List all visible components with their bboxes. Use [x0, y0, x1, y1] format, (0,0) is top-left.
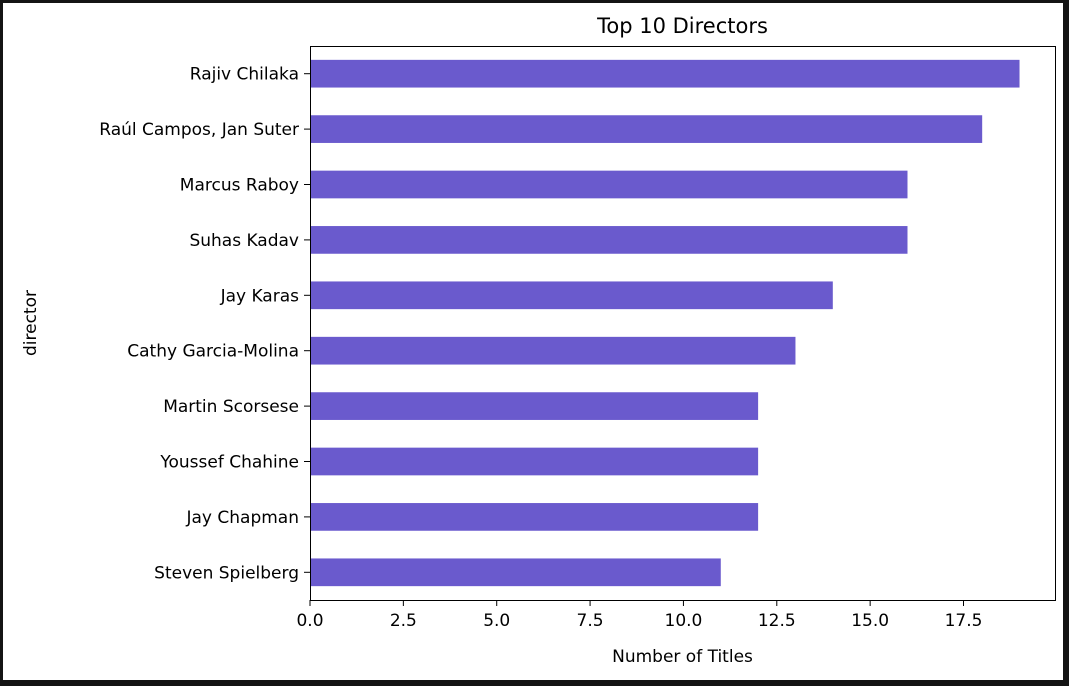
y-tick-label: Suhas Kadav — [189, 231, 299, 251]
bar — [310, 59, 1020, 88]
bar-chart: Rajiv Chilaka Raúl Campos, Jan Suter Marcu… — [21, 14, 1056, 667]
bar — [310, 170, 908, 199]
bar — [310, 558, 721, 587]
bar — [310, 115, 983, 143]
plot-frame — [310, 46, 1056, 601]
bar — [310, 447, 759, 476]
y-tick-label: Marcus Raboy — [180, 176, 299, 196]
x-axis-label: Number of Titles — [612, 647, 753, 667]
x-tick-label: 10.0 — [665, 611, 703, 631]
y-axis-label: director — [21, 290, 41, 356]
bar — [310, 226, 908, 254]
x-tick-label: 12.5 — [758, 611, 796, 631]
bars-group — [310, 59, 1020, 587]
y-tick-label: Rajiv Chilaka — [190, 65, 299, 85]
chart-figure: Rajiv Chilaka Raúl Campos, Jan Suter Marcu… — [3, 3, 1063, 680]
bar — [310, 392, 759, 420]
y-tick-label: Youssef Chahine — [159, 453, 299, 473]
x-tick-label: 15.0 — [851, 611, 889, 631]
y-ticks: Rajiv Chilaka Raúl Campos, Jan Suter Marcu… — [99, 65, 310, 583]
x-tick-label: 17.5 — [945, 611, 983, 631]
bar — [310, 281, 833, 310]
y-tick-label: Jay Karas — [220, 286, 300, 306]
y-tick-label: Cathy Garcia-Molina — [127, 342, 299, 362]
y-tick-label: Raúl Campos, Jan Suter — [99, 120, 299, 140]
chart-title: Top 10 Directors — [596, 14, 768, 38]
y-tick-label: Jay Chapman — [185, 508, 299, 528]
x-tick-label: 2.5 — [390, 611, 417, 631]
bar — [310, 336, 796, 365]
x-tick-label: 0.0 — [296, 611, 323, 631]
x-ticks: 0.0 2.5 5.0 7.5 10.0 12.5 15.0 17.5 — [296, 600, 982, 631]
x-tick-label: 5.0 — [483, 611, 510, 631]
y-tick-label: Steven Spielberg — [154, 563, 299, 583]
bar — [310, 503, 759, 531]
x-tick-label: 7.5 — [577, 611, 604, 631]
y-tick-label: Martin Scorsese — [163, 397, 299, 417]
